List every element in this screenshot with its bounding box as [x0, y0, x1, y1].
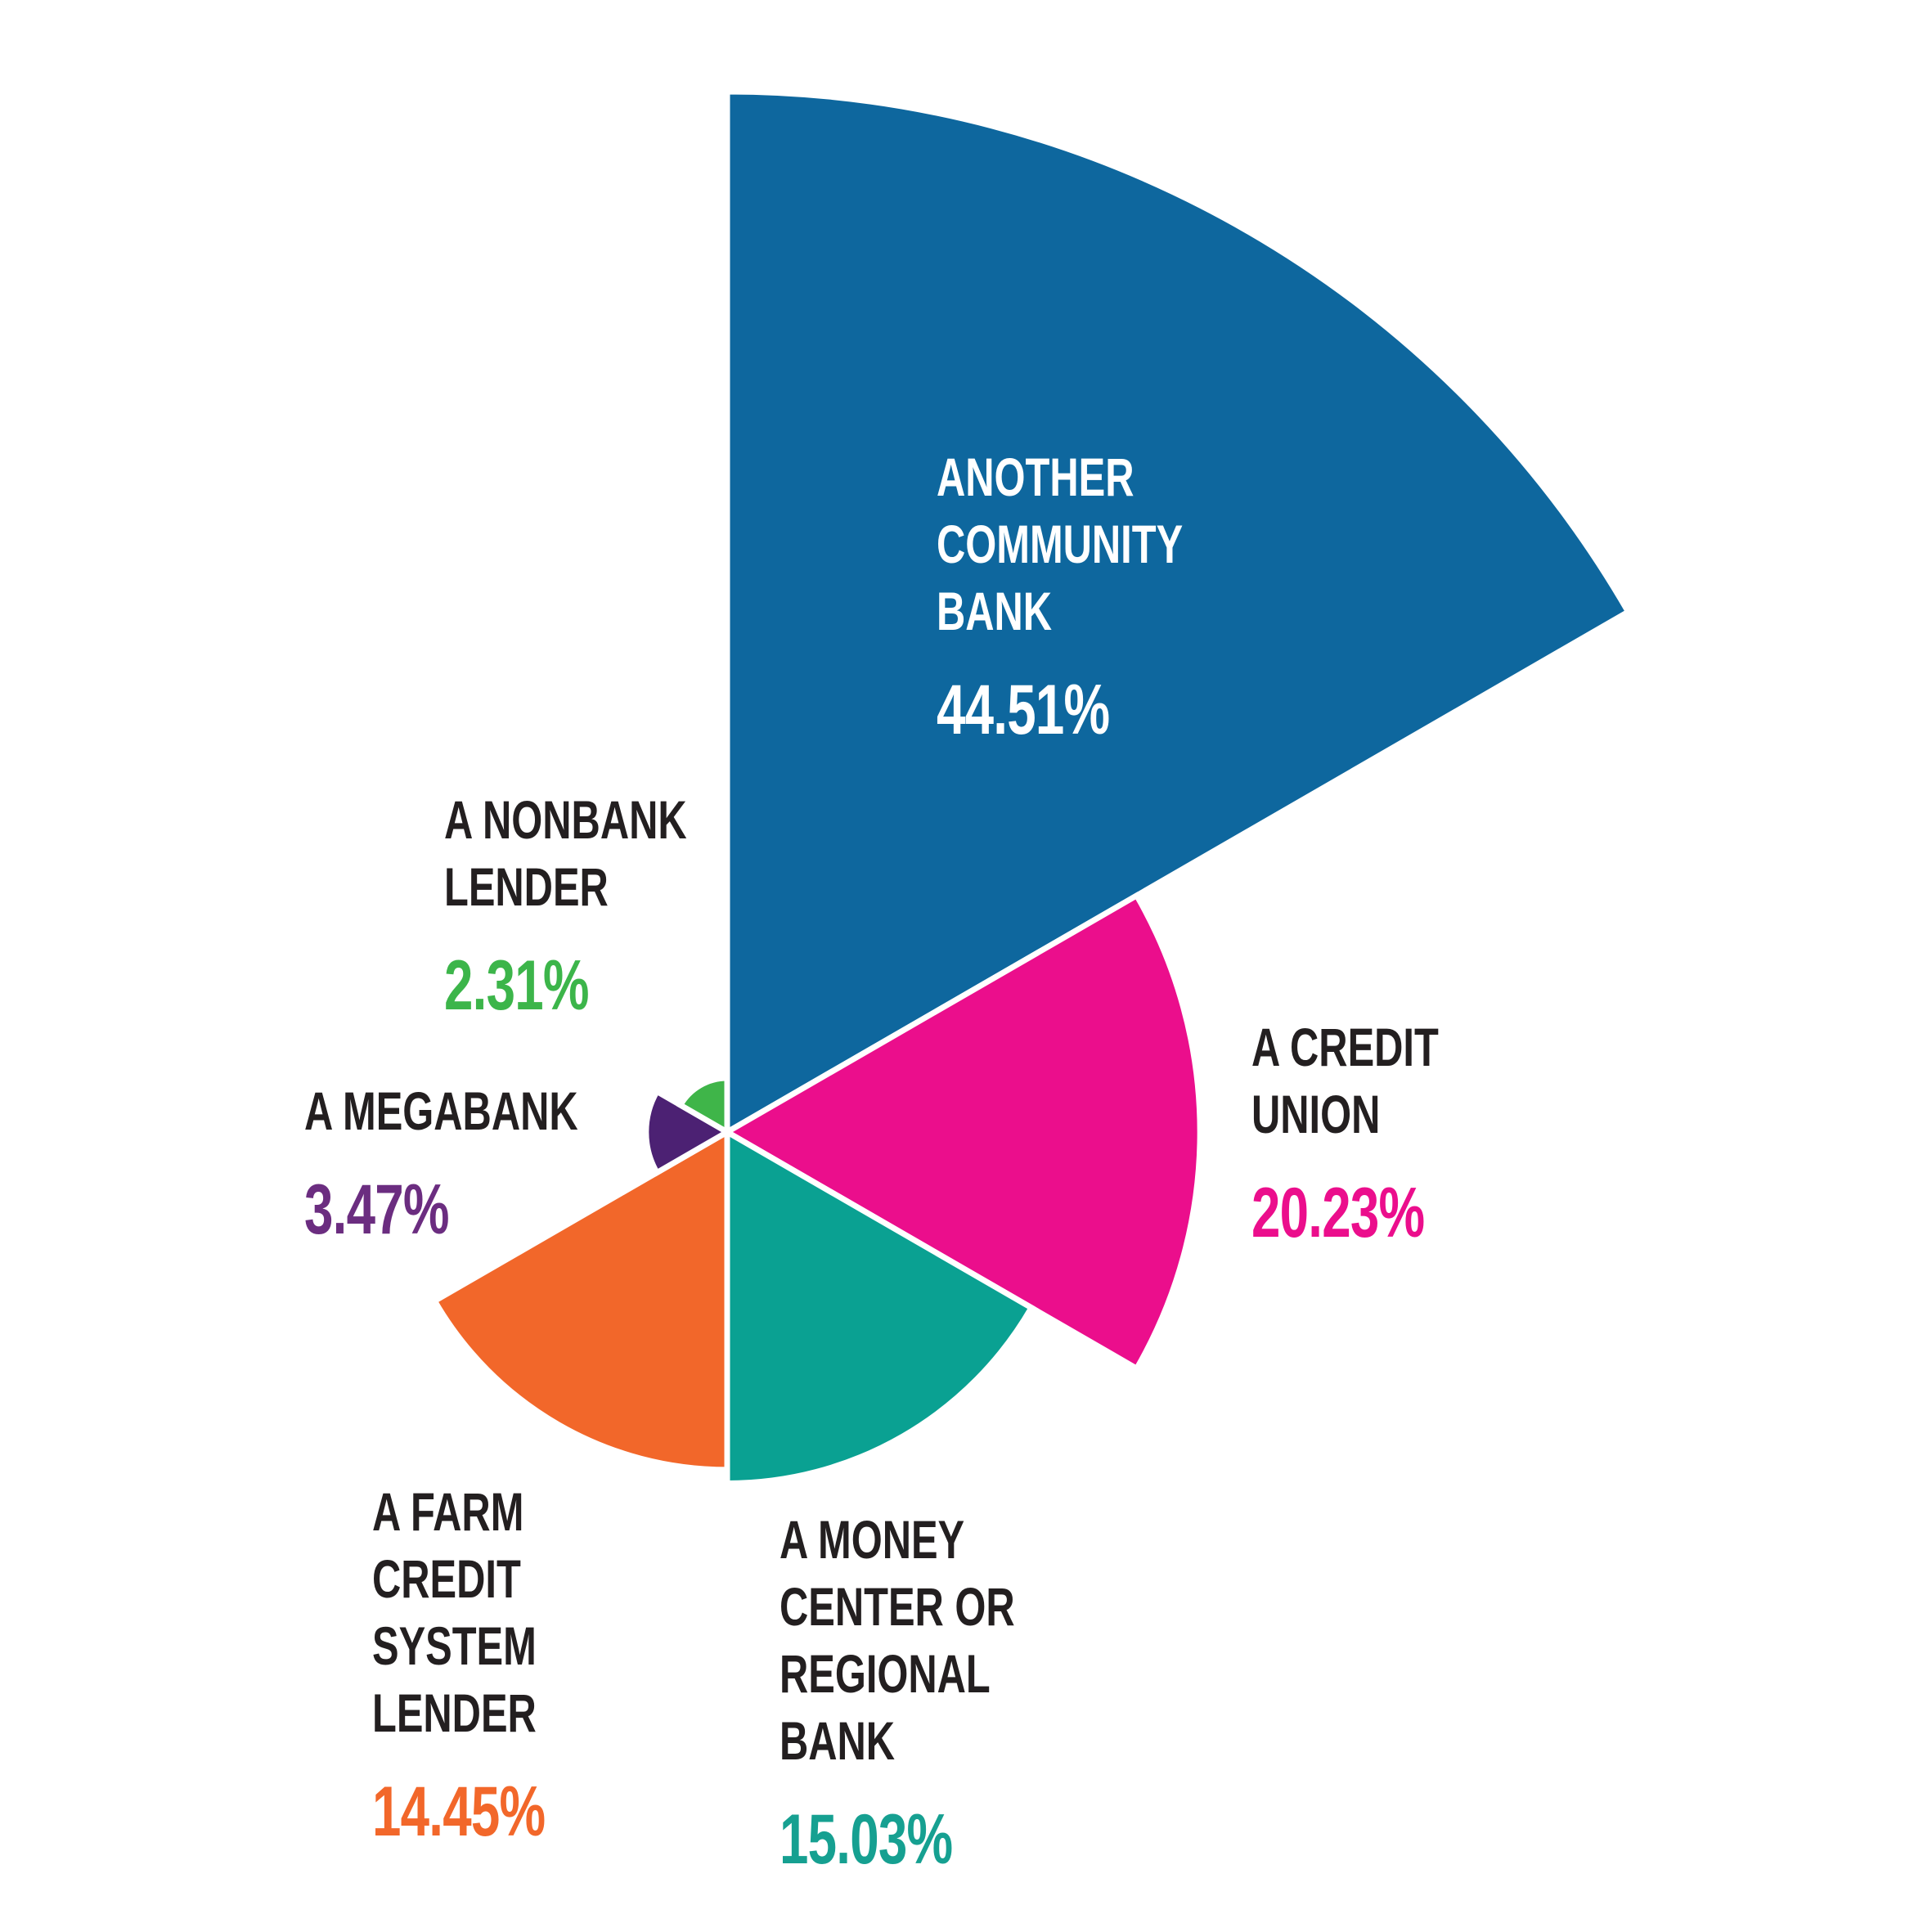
label-credit-union-pct: 20.23% [1251, 1174, 1425, 1252]
label-money-center-regional-bank-name: A MONEY CENTER OR REGIONAL BANK [780, 1509, 1015, 1771]
label-nonbank-lender: A NONBANK LENDER 2.31% [444, 771, 687, 1036]
label-another-community-bank: ANOTHER COMMUNITY BANK 44.51% [937, 429, 1183, 761]
label-megabank-pct: 3.47% [304, 1170, 449, 1249]
pie-slice-megabank [643, 1087, 733, 1177]
label-another-community-bank-name: ANOTHER COMMUNITY BANK [937, 447, 1184, 641]
label-money-center-regional-bank-pct: 15.03% [780, 1800, 953, 1879]
label-farm-credit-system-lender: A FARM CREDIT SYSTEM LENDER 14.45% [372, 1463, 546, 1862]
label-nonbank-lender-name: A NONBANK LENDER [444, 789, 687, 917]
pie-slice-another-community-bank [724, 88, 1633, 1138]
label-money-center-regional-bank: A MONEY CENTER OR REGIONAL BANK 15.03% [780, 1491, 1015, 1890]
label-credit-union: A CREDIT UNION 20.23% [1251, 999, 1439, 1264]
pie-slice-nonbank-lender [676, 1075, 730, 1138]
label-credit-union-name: A CREDIT UNION [1251, 1017, 1439, 1144]
pie-slice-money-center-regional-bank [724, 1126, 1036, 1487]
label-another-community-bank-pct: 44.51% [937, 671, 1110, 749]
label-nonbank-lender-pct: 2.31% [444, 946, 589, 1025]
label-megabank-name: A MEGABANK [304, 1081, 578, 1141]
label-megabank: A MEGABANK 3.47% [304, 1063, 578, 1260]
label-farm-credit-system-lender-pct: 14.45% [372, 1772, 546, 1851]
label-farm-credit-system-lender-name: A FARM CREDIT SYSTEM LENDER [372, 1481, 537, 1743]
pie-slice-farm-credit-system-lender [430, 1126, 730, 1473]
pie-slice-credit-union [721, 892, 1203, 1373]
